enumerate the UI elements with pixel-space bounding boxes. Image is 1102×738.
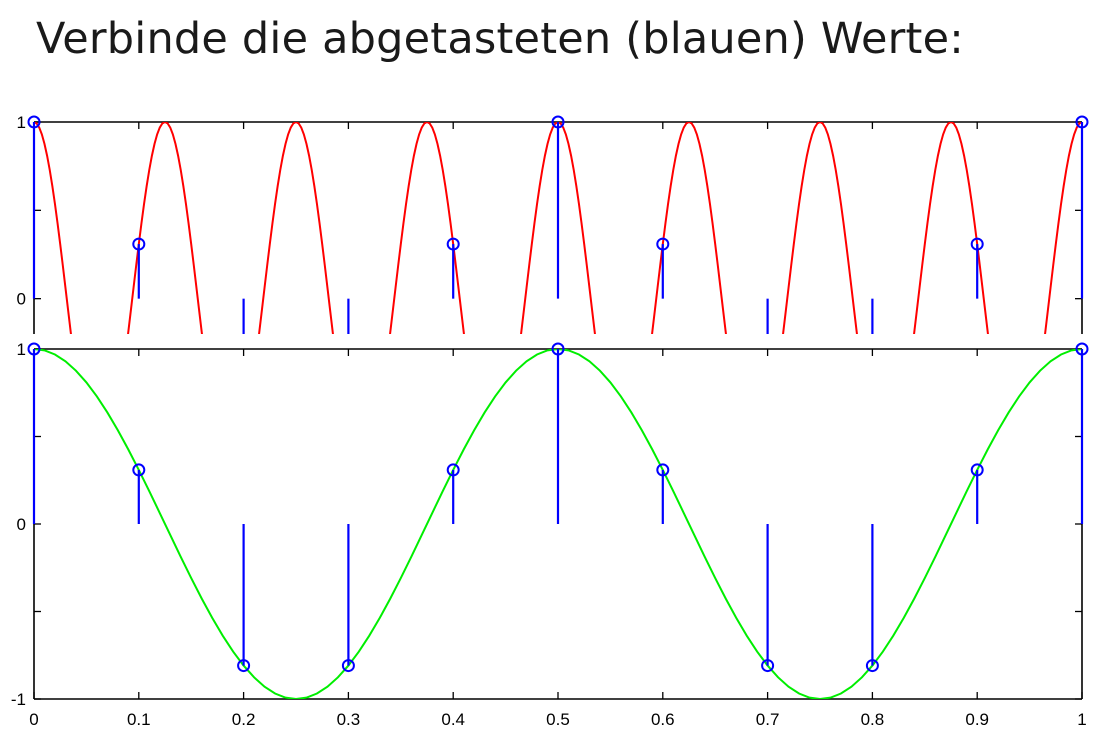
y-tick-label: 1 <box>17 340 26 359</box>
x-tick-label: 0.6 <box>651 710 675 729</box>
sample-marker <box>970 237 984 251</box>
x-tick-label: 0.8 <box>861 710 885 729</box>
sample-marker <box>132 463 146 477</box>
sample-marker <box>1075 342 1089 356</box>
sample-marker <box>132 237 146 251</box>
y-tick-label: 0 <box>17 515 26 534</box>
sample-marker <box>27 115 41 129</box>
sample-marker <box>446 463 460 477</box>
original-signal-line <box>34 349 1082 699</box>
sample-marker <box>27 342 41 356</box>
sample-marker <box>761 659 775 673</box>
y-tick-label: 0 <box>17 290 26 309</box>
x-tick-label: 0 <box>29 710 38 729</box>
x-tick-label: 0.9 <box>965 710 989 729</box>
sample-marker <box>656 237 670 251</box>
x-tick-label: 0.4 <box>441 710 465 729</box>
sample-marker <box>970 463 984 477</box>
sample-marker <box>237 659 251 673</box>
x-tick-label: 0.1 <box>127 710 151 729</box>
sample-marker <box>865 659 879 673</box>
page-title: Verbinde die abgetasteten (blauen) Werte… <box>36 14 964 64</box>
x-tick-label: 0.2 <box>232 710 256 729</box>
sample-marker <box>656 463 670 477</box>
sample-marker <box>341 659 355 673</box>
x-tick-label: 0.3 <box>337 710 361 729</box>
sample-marker <box>446 237 460 251</box>
y-tick-label: -1 <box>11 690 26 709</box>
sample-marker <box>551 115 565 129</box>
bottom-panel: 0 0.1 0.2 0.3 0.4 0.5 0.6 0.7 0.8 0.9 1-101 <box>11 340 1089 729</box>
y-tick-label: 1 <box>17 113 26 132</box>
top-panel: 01 <box>17 113 1089 334</box>
x-tick-label: 0.5 <box>546 710 570 729</box>
sample-marker <box>551 342 565 356</box>
x-tick-label: 1 <box>1077 710 1086 729</box>
sample-marker <box>1075 115 1089 129</box>
x-tick-label: 0.7 <box>756 710 780 729</box>
